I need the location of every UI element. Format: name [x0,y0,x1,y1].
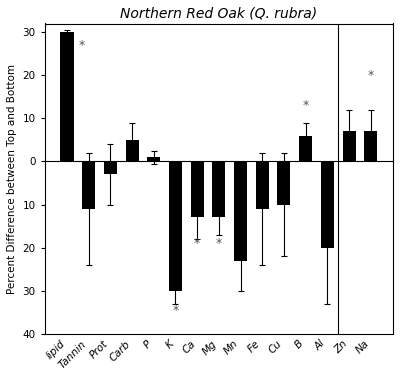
Bar [299,136,312,161]
Y-axis label: Percent Difference between Top and Bottom: Percent Difference between Top and Botto… [7,64,17,294]
Text: *: * [194,237,200,250]
Bar [342,131,356,161]
Bar [191,161,204,218]
Bar [364,131,377,161]
Bar [82,161,95,209]
Text: *: * [172,303,178,317]
Text: *: * [216,237,222,250]
Text: *: * [302,99,309,112]
Bar [60,32,74,161]
Bar [126,140,138,161]
Bar [256,161,269,209]
Bar [169,161,182,291]
Text: *: * [79,38,85,52]
Bar [234,161,247,261]
Text: *: * [368,69,374,82]
Title: Northern Red Oak (Q. rubra): Northern Red Oak (Q. rubra) [120,7,318,21]
Bar [212,161,225,218]
Bar [147,157,160,161]
Bar [104,161,117,174]
Bar [321,161,334,248]
Bar [278,161,290,204]
